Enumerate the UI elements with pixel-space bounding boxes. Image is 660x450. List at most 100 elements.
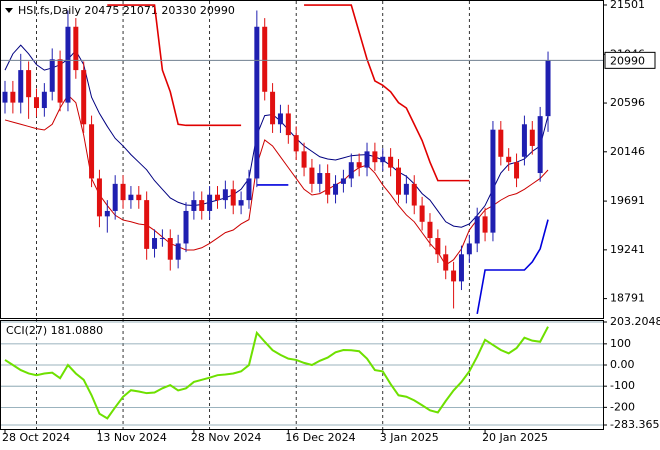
- candle-body: [545, 60, 551, 117]
- candle-body: [333, 183, 339, 195]
- candle-body: [57, 59, 63, 103]
- cci-title: CCI(27) 181.0880: [6, 324, 103, 337]
- y-tick-label: 100: [610, 337, 631, 350]
- candle-body: [340, 178, 346, 184]
- candle-body: [270, 91, 276, 125]
- candle-body: [427, 221, 433, 239]
- candle-body: [482, 216, 488, 233]
- candle-body: [191, 200, 197, 211]
- candle-body: [514, 162, 520, 179]
- indicator-line: [476, 219, 549, 315]
- candle-body: [73, 26, 79, 71]
- candle-body: [159, 238, 165, 240]
- indicator-line: [4, 94, 549, 266]
- y-tick-label: 20146: [610, 145, 645, 158]
- candle-body: [301, 151, 307, 168]
- candle-body: [529, 129, 535, 146]
- x-tick-label: 13 Nov 2024: [96, 431, 166, 444]
- candle-body: [49, 59, 55, 92]
- y-tick-label: -200: [610, 400, 635, 413]
- candle-body: [65, 26, 71, 103]
- chart-title: HSI.fs,Daily 20475 21071 20330 20990: [18, 4, 235, 17]
- last-price-box: [604, 51, 656, 69]
- y-tick-label: -100: [610, 379, 635, 392]
- candle-body: [364, 151, 370, 168]
- candle-body: [490, 129, 496, 233]
- candle-body: [325, 173, 331, 195]
- candle-body: [419, 205, 425, 222]
- candle-body: [380, 156, 386, 163]
- y-tick-label: 19241: [610, 243, 645, 256]
- candle-body: [18, 70, 24, 103]
- candle-body: [277, 113, 283, 125]
- cci-line: [4, 326, 549, 420]
- indicator-line: [304, 4, 470, 182]
- candle-body: [167, 238, 173, 260]
- candle-body: [451, 270, 457, 282]
- candle-body: [81, 70, 87, 125]
- candle-body: [285, 113, 291, 136]
- x-tick-label: 20 Jan 2025: [482, 431, 548, 444]
- last-price-label: 20990: [610, 54, 645, 67]
- candle-body: [152, 238, 158, 249]
- candle-body: [537, 116, 543, 174]
- candle-body: [254, 26, 260, 179]
- candle-body: [26, 70, 32, 98]
- candle-body: [2, 91, 8, 103]
- y-tick-label: 0.00: [610, 358, 635, 371]
- candle-body: [41, 91, 47, 109]
- candle-body: [443, 254, 449, 271]
- menu-triangle: [5, 8, 13, 13]
- x-tick-label: 3 Jan 2025: [380, 431, 439, 444]
- candle-body: [262, 26, 268, 92]
- y-tick-label: 19691: [610, 194, 645, 207]
- candle-body: [183, 210, 189, 244]
- candle-body: [175, 243, 181, 260]
- candle-body: [396, 167, 401, 195]
- candle-body: [120, 183, 126, 201]
- candle-body: [96, 178, 102, 217]
- candle-body: [222, 189, 228, 201]
- candle-body: [293, 135, 299, 152]
- indicator-line: [107, 4, 242, 127]
- candle-body: [356, 162, 362, 168]
- candle-body: [207, 194, 213, 211]
- candle-body: [317, 173, 323, 184]
- candle-body: [348, 162, 354, 179]
- candle-body: [498, 129, 504, 157]
- indicator-line: [4, 44, 549, 228]
- x-tick-label: 28 Nov 2024: [191, 431, 261, 444]
- x-tick-label: 16 Dec 2024: [285, 431, 355, 444]
- x-tick-label: 28 Oct 2024: [2, 431, 70, 444]
- candle-body: [466, 243, 472, 255]
- candle-body: [144, 200, 150, 249]
- candle-body: [128, 194, 134, 201]
- candle-body: [506, 156, 512, 163]
- candle-body: [388, 156, 394, 168]
- candle-body: [435, 238, 441, 255]
- y-tick-label: 203.2048: [610, 315, 660, 328]
- y-tick-label: 20596: [610, 96, 645, 109]
- y-tick-label: -283.3654: [610, 418, 660, 431]
- candle-body: [230, 189, 236, 206]
- candle-body: [238, 200, 244, 206]
- candle-body: [214, 194, 220, 201]
- candle-body: [136, 194, 142, 201]
- candle-body: [309, 167, 315, 184]
- candle-body: [112, 183, 118, 211]
- candle-body: [104, 210, 110, 217]
- candle-body: [474, 216, 480, 244]
- candle-body: [89, 124, 95, 179]
- candle-body: [403, 183, 409, 195]
- candle-body: [458, 254, 464, 282]
- y-tick-label: 18791: [610, 292, 645, 305]
- candle-body: [10, 91, 16, 103]
- candle-body: [372, 151, 378, 163]
- cci-panel: [0, 320, 604, 430]
- candle-body: [246, 178, 252, 201]
- candle-body: [411, 183, 417, 206]
- candle-body: [521, 124, 527, 157]
- candle-body: [199, 200, 205, 211]
- y-tick-label: 21501: [610, 0, 645, 11]
